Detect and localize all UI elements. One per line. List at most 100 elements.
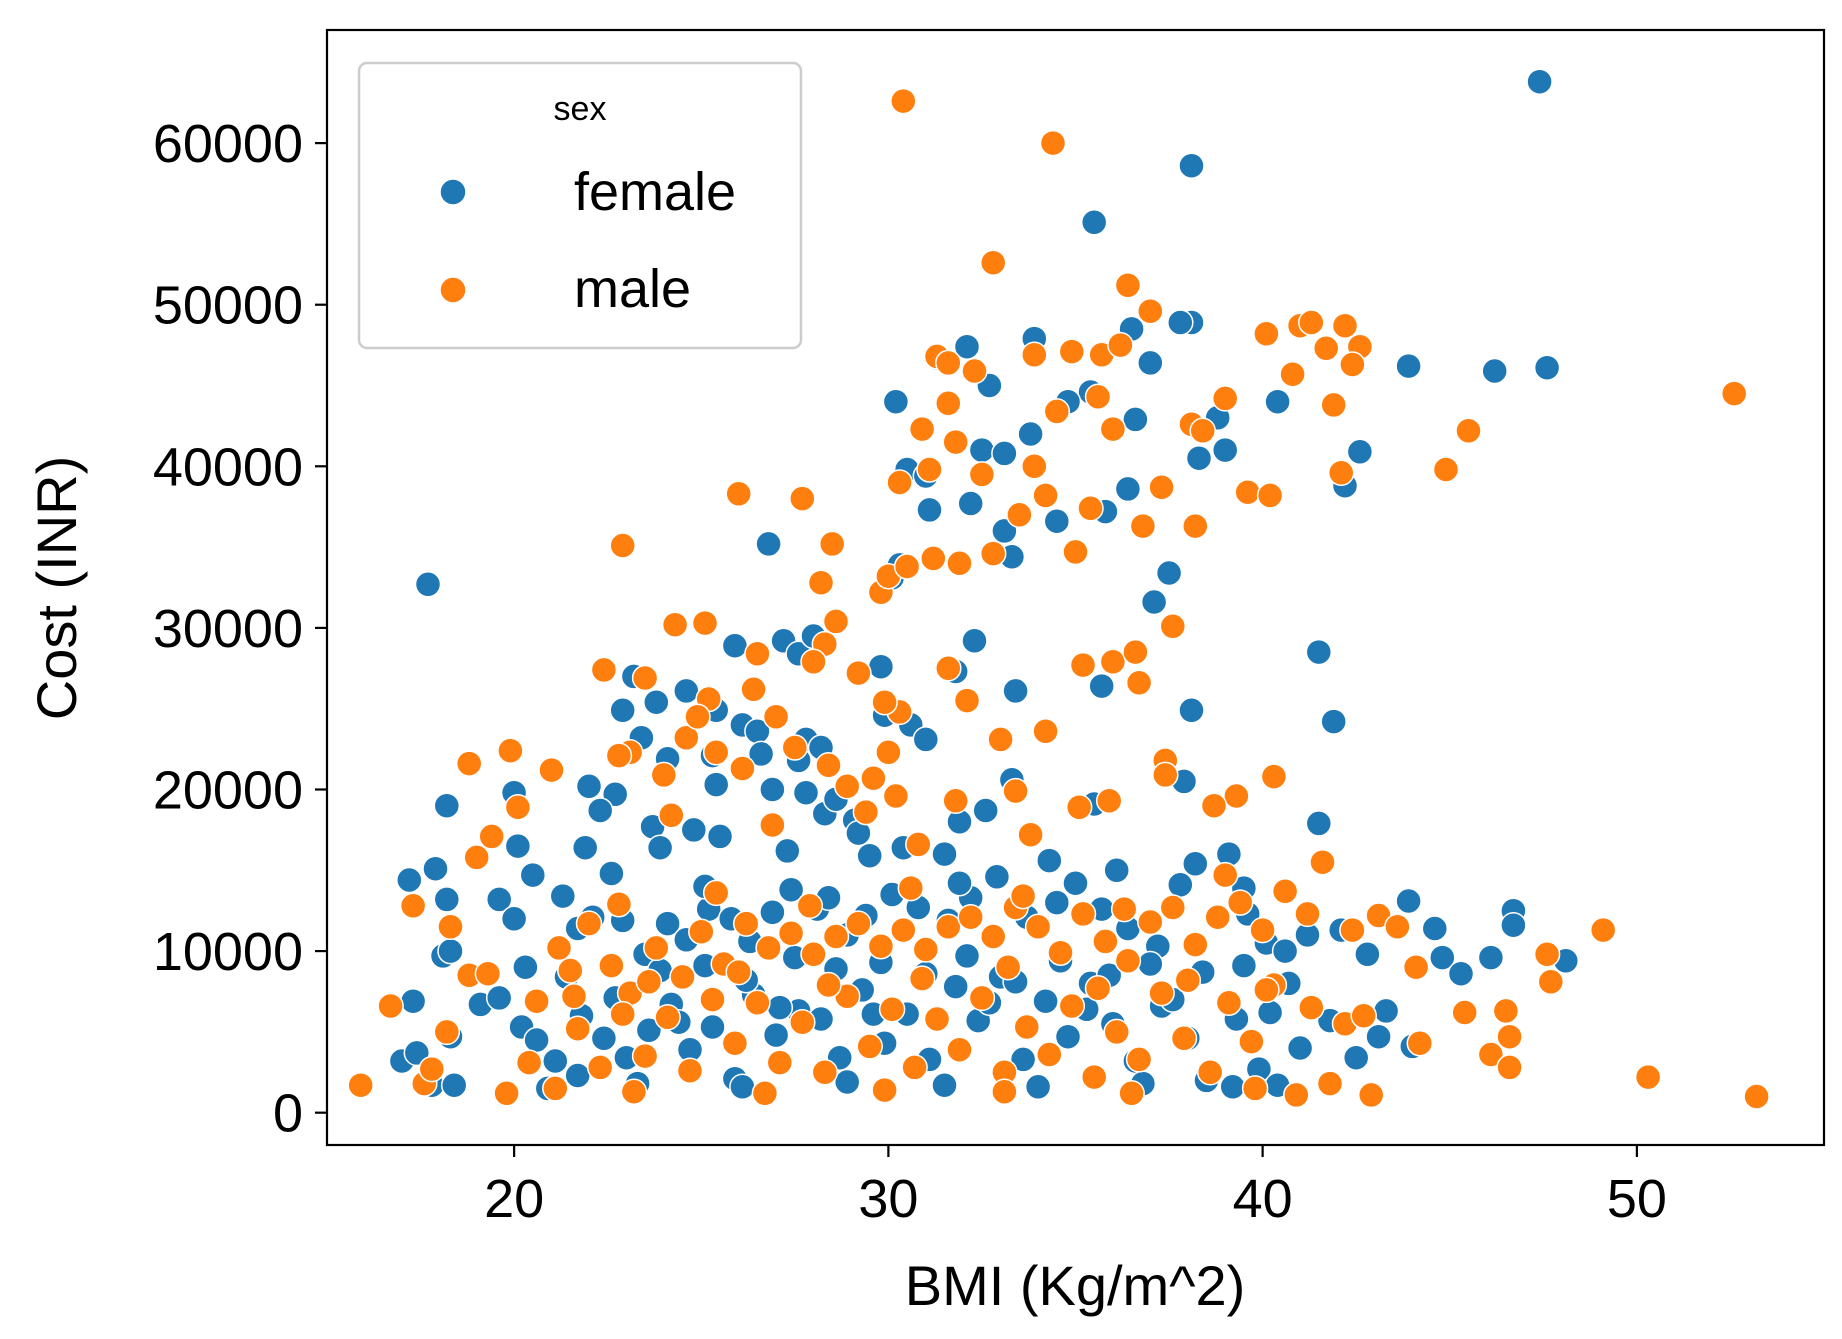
- data-point-female: [586, 797, 614, 824]
- data-point-female: [575, 773, 603, 800]
- points-layer: [347, 68, 1770, 1110]
- legend-label-female: female: [574, 162, 736, 222]
- data-point-male: [946, 550, 973, 577]
- data-point-male: [893, 553, 921, 580]
- data-point-male: [1316, 1070, 1344, 1097]
- data-point-male: [1238, 1028, 1265, 1055]
- data-point-female: [916, 496, 943, 524]
- data-point-male: [953, 687, 981, 714]
- data-point-female: [1002, 677, 1029, 705]
- data-point-female: [598, 860, 625, 887]
- data-point-male: [1006, 501, 1033, 529]
- series-male: [347, 87, 1770, 1110]
- data-point-male: [1455, 417, 1482, 445]
- data-point-female: [1320, 708, 1347, 735]
- data-point-male: [1215, 989, 1243, 1017]
- data-point-male: [1125, 669, 1153, 697]
- data-point-male: [418, 1055, 446, 1083]
- x-tick-label: 50: [1607, 1169, 1667, 1229]
- data-point-female: [564, 1062, 591, 1089]
- data-point-male: [845, 910, 872, 937]
- data-point-male: [901, 1054, 928, 1081]
- data-point-female: [485, 984, 513, 1012]
- data-point-male: [897, 874, 925, 902]
- data-point-female: [542, 1047, 569, 1075]
- data-point-female: [942, 973, 969, 1000]
- data-point-male: [781, 734, 809, 761]
- data-point-female: [1481, 357, 1508, 385]
- data-point-male: [725, 480, 752, 508]
- data-point-male: [609, 532, 636, 559]
- data-point-male: [871, 1076, 898, 1104]
- data-point-male: [1182, 512, 1209, 540]
- data-point-female: [601, 781, 629, 808]
- data-point-female: [403, 1039, 431, 1067]
- data-point-female: [1137, 950, 1164, 978]
- data-point-female: [991, 440, 1018, 467]
- data-point-female: [729, 1073, 756, 1101]
- data-point-male: [890, 916, 917, 944]
- data-point-male: [882, 782, 910, 810]
- data-point-female: [1043, 507, 1071, 535]
- data-point-male: [605, 742, 633, 769]
- data-point-female: [1211, 436, 1239, 464]
- data-point-male: [1279, 360, 1306, 388]
- data-point-male: [1069, 900, 1097, 928]
- data-point-male: [1320, 391, 1347, 419]
- data-point-male: [658, 802, 685, 829]
- data-point-male: [833, 773, 861, 800]
- data-point-male: [852, 798, 880, 826]
- data-point-male: [347, 1071, 374, 1099]
- data-point-male: [609, 1000, 636, 1028]
- data-point-male: [654, 1004, 681, 1031]
- data-point-male: [1331, 312, 1359, 339]
- data-point-male: [1589, 916, 1617, 944]
- data-point-male: [789, 1008, 816, 1036]
- data-point-female: [1429, 944, 1456, 971]
- data-point-male: [1256, 482, 1284, 509]
- data-point-female: [1167, 309, 1194, 336]
- data-point-female: [571, 834, 599, 861]
- data-point-male: [1024, 913, 1052, 941]
- data-point-female: [1178, 152, 1205, 179]
- data-point-male: [1095, 787, 1123, 815]
- data-point-male: [661, 611, 689, 638]
- data-point-male: [545, 934, 573, 962]
- data-point-male: [605, 890, 633, 918]
- data-point-male: [1080, 1063, 1108, 1091]
- data-point-female: [504, 832, 532, 860]
- data-point-male: [673, 724, 700, 752]
- data-point-female: [792, 779, 820, 806]
- data-point-male: [946, 1036, 973, 1063]
- data-point-female: [931, 1071, 958, 1099]
- data-point-male: [1129, 512, 1157, 540]
- data-point-female: [1230, 952, 1258, 979]
- data-point-female: [1024, 1073, 1052, 1101]
- data-point-male: [643, 934, 670, 962]
- data-point-female: [1167, 871, 1194, 899]
- data-point-male: [1125, 1046, 1153, 1073]
- data-point-male: [815, 971, 842, 999]
- data-point-male: [590, 656, 618, 684]
- data-point-male: [478, 823, 505, 850]
- y-axis: 0 10000 20000 30000 40000 50000 60000: [153, 114, 327, 1144]
- data-point-male: [979, 540, 1007, 567]
- data-point-male: [777, 920, 805, 947]
- data-point-male: [1159, 613, 1187, 640]
- legend-label-male: male: [574, 259, 691, 319]
- data-point-male: [688, 918, 715, 945]
- data-point-male: [1065, 794, 1093, 821]
- data-point-male: [1036, 1041, 1063, 1068]
- data-point-male: [1170, 1025, 1198, 1052]
- data-point-male: [845, 659, 872, 687]
- data-point-male: [631, 1042, 659, 1070]
- data-point-male: [1043, 398, 1071, 425]
- data-point-male: [860, 764, 887, 792]
- legend-marker-female: [439, 178, 467, 206]
- data-point-male: [1312, 335, 1340, 362]
- data-point-female: [519, 861, 547, 889]
- data-point-male: [1021, 341, 1048, 369]
- data-point-female: [777, 876, 805, 903]
- data-point-male: [684, 703, 711, 731]
- data-point-male: [1107, 331, 1134, 359]
